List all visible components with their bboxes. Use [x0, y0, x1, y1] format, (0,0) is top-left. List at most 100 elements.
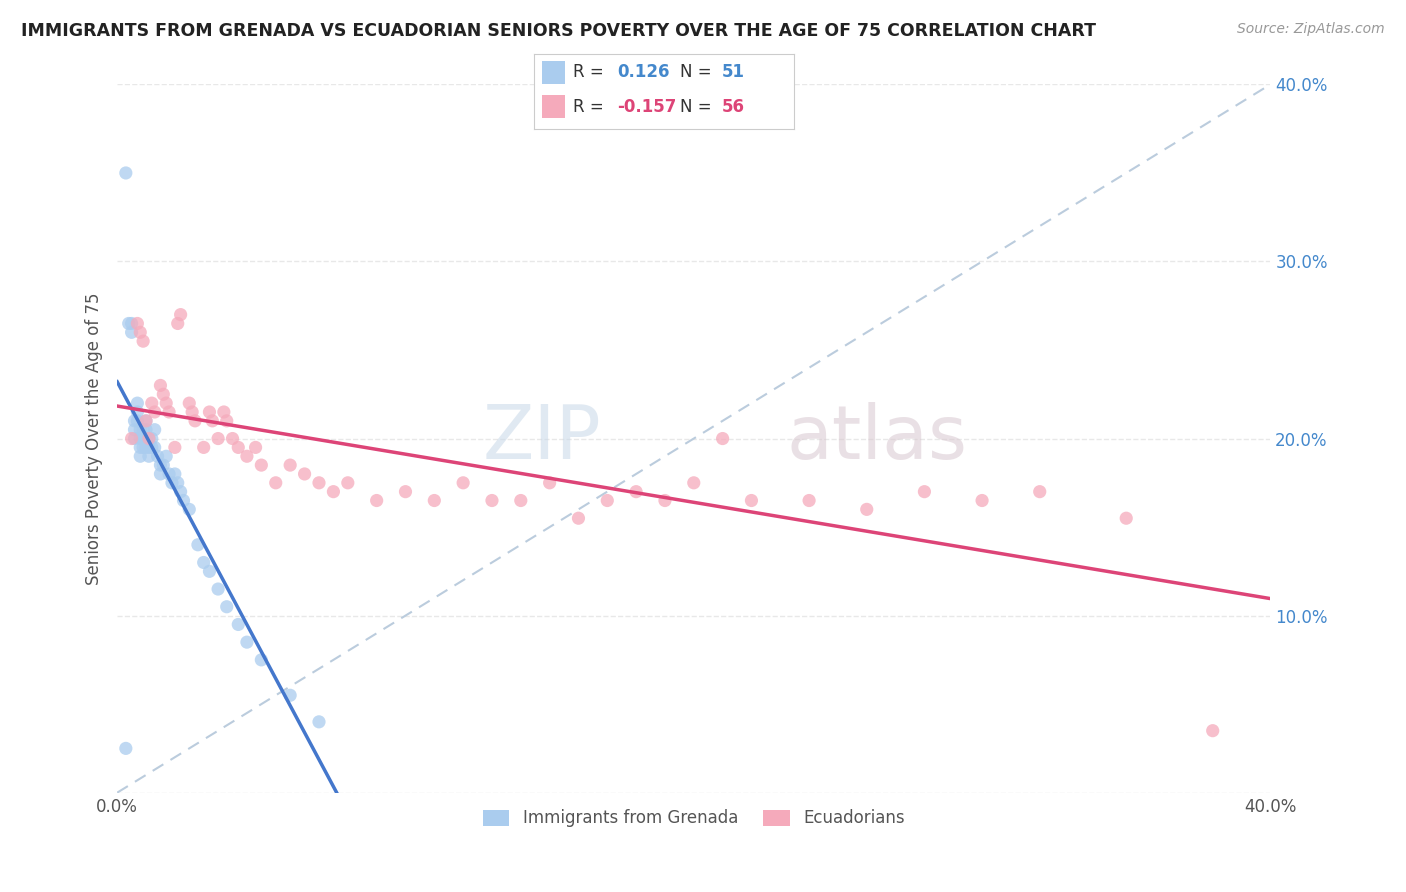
Point [141, 396, 163, 410]
Point [146, 449, 169, 463]
Point [179, 502, 201, 516]
Point [132, 432, 155, 446]
Point [250, 458, 273, 472]
Point [169, 484, 191, 499]
Point [201, 414, 224, 428]
Point [797, 493, 820, 508]
Point [250, 653, 273, 667]
Point [132, 423, 155, 437]
Point [187, 538, 209, 552]
Point [236, 449, 259, 463]
Point [138, 449, 160, 463]
Point [207, 582, 229, 596]
Text: IMMIGRANTS FROM GRENADA VS ECUADORIAN SENIORS POVERTY OVER THE AGE OF 75 CORRELA: IMMIGRANTS FROM GRENADA VS ECUADORIAN SE… [21, 22, 1097, 40]
Legend: Immigrants from Grenada, Ecuadorians: Immigrants from Grenada, Ecuadorians [477, 803, 911, 834]
Point [308, 714, 330, 729]
Point [152, 387, 174, 401]
Point [394, 484, 416, 499]
Point [481, 493, 503, 508]
Text: 51: 51 [721, 63, 745, 81]
Point [127, 317, 149, 331]
Point [149, 378, 172, 392]
Y-axis label: Seniors Poverty Over the Age of 75: Seniors Poverty Over the Age of 75 [86, 293, 103, 585]
Point [308, 475, 330, 490]
Point [207, 432, 229, 446]
Point [149, 467, 172, 481]
Point [160, 475, 183, 490]
Point [124, 432, 146, 446]
Point [115, 741, 138, 756]
Point [198, 565, 221, 579]
Point [567, 511, 589, 525]
Point [135, 441, 157, 455]
Point [141, 441, 163, 455]
Point [169, 308, 191, 322]
Point [157, 467, 180, 481]
Point [181, 405, 204, 419]
Point [245, 441, 267, 455]
Point [451, 475, 474, 490]
Point [155, 396, 177, 410]
Point [163, 467, 186, 481]
Point [121, 326, 143, 340]
Point [152, 458, 174, 472]
Point [294, 467, 316, 481]
Text: Source: ZipAtlas.com: Source: ZipAtlas.com [1237, 22, 1385, 37]
Point [138, 432, 160, 446]
Point [221, 432, 243, 446]
Point [236, 635, 259, 649]
Point [198, 405, 221, 419]
Point [624, 484, 647, 499]
Point [711, 432, 734, 446]
Point [1202, 723, 1225, 738]
Bar [543, 62, 565, 84]
Point [264, 475, 287, 490]
Point [132, 334, 155, 348]
Point [141, 432, 163, 446]
Point [163, 441, 186, 455]
Point [509, 493, 531, 508]
Text: N =: N = [681, 97, 717, 116]
Point [226, 617, 249, 632]
Text: ZIP: ZIP [482, 402, 602, 475]
Point [212, 405, 235, 419]
Text: 0.126: 0.126 [617, 63, 671, 81]
Point [184, 414, 207, 428]
Point [336, 475, 359, 490]
Point [157, 405, 180, 419]
Point [121, 317, 143, 331]
Point [135, 414, 157, 428]
Point [1115, 511, 1137, 525]
Point [149, 458, 172, 472]
Point [129, 432, 152, 446]
Point [129, 423, 152, 437]
Point [135, 423, 157, 437]
Point [127, 405, 149, 419]
Point [118, 317, 141, 331]
Point [970, 493, 993, 508]
Point [129, 441, 152, 455]
Point [138, 441, 160, 455]
Point [215, 414, 238, 428]
Point [278, 458, 301, 472]
Point [1028, 484, 1050, 499]
Point [121, 432, 143, 446]
Point [740, 493, 762, 508]
Point [596, 493, 619, 508]
Point [226, 441, 249, 455]
Point [135, 414, 157, 428]
Point [173, 493, 195, 508]
Point [193, 556, 215, 570]
Point [129, 449, 152, 463]
Text: R =: R = [574, 63, 609, 81]
Point [143, 405, 166, 419]
Point [366, 493, 388, 508]
Point [143, 441, 166, 455]
Point [179, 396, 201, 410]
Point [143, 423, 166, 437]
Text: N =: N = [681, 63, 717, 81]
Point [538, 475, 561, 490]
Point [855, 502, 877, 516]
Point [115, 166, 138, 180]
Point [654, 493, 676, 508]
